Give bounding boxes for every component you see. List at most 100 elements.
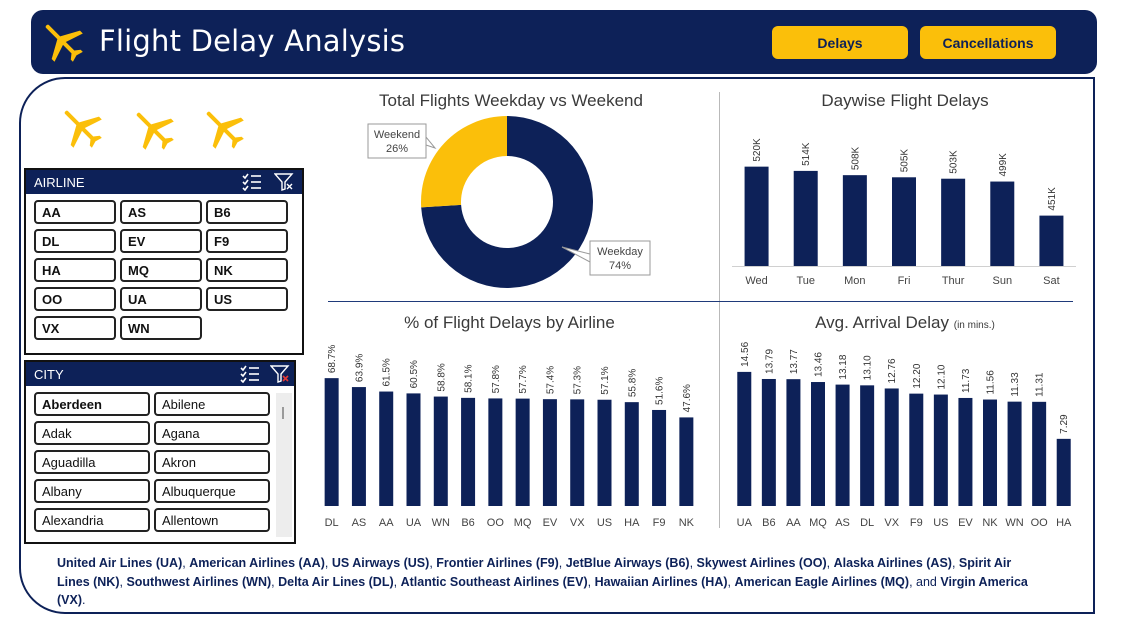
x-tick-label: OO (1031, 517, 1049, 529)
donut-chart-title: Total Flights Weekday vs Weekend (379, 91, 643, 110)
x-tick-label: HA (1056, 517, 1072, 529)
slicer-item-wn[interactable]: WN (120, 316, 202, 340)
x-tick-label: Sat (1043, 275, 1060, 287)
bar-value-label: 13.46 (814, 352, 825, 377)
x-tick-label: NK (679, 517, 695, 529)
bar-value-label: 508K (850, 146, 861, 170)
slicer-item-vx[interactable]: VX (34, 316, 116, 340)
legend-text-segment: , (826, 556, 834, 570)
city-slicer-scrollbar[interactable] (276, 393, 292, 537)
bar-oo (488, 398, 503, 506)
bar-us (933, 394, 948, 506)
legend-text-segment: Alaska Airlines (AS) (833, 556, 952, 570)
slicer-item-aberdeen[interactable]: Aberdeen (34, 392, 150, 416)
slicer-item-allentown[interactable]: Allentown (154, 508, 270, 532)
multi-select-icon[interactable] (242, 173, 262, 191)
cancellations-button[interactable]: Cancellations (920, 26, 1056, 59)
airline-slicer: AIRLINE AA AS B6 DL EV F9 HA MQ NK OO UA US VX WN (24, 168, 304, 355)
x-tick-label: OO (487, 517, 505, 529)
x-tick-label: UA (737, 517, 753, 529)
slicer-item-b6[interactable]: B6 (206, 200, 288, 224)
weekday-weekend-donut-chart: Weekday 74% Weekend 26% (367, 116, 651, 288)
bar-f9 (909, 393, 924, 506)
bar-value-label: 520K (752, 138, 763, 162)
legend-text-segment: , (119, 574, 127, 589)
airline-delay-pct-bar-chart: 68.7% DL 63.9% AS 61.5% AA 60.5% UA 58.8% WN 58.1%… (325, 345, 695, 529)
clear-filter-icon[interactable] (274, 173, 294, 191)
bar-value-label: 499K (998, 153, 1009, 177)
bar-value-label: 11.31 (1035, 372, 1046, 397)
bar-value-label: 68.7% (327, 345, 338, 373)
bar-value-label: 12.10 (936, 364, 947, 389)
x-tick-label: NK (982, 517, 998, 529)
bar-value-label: 60.5% (409, 360, 420, 388)
scrollbar-thumb[interactable] (282, 407, 284, 419)
slicer-item-us[interactable]: US (206, 287, 288, 311)
slicer-item-abilene[interactable]: Abilene (154, 392, 270, 416)
bar-ua (406, 393, 421, 506)
slicer-item-aguadilla[interactable]: Aguadilla (34, 450, 150, 474)
clear-filter-icon[interactable] (270, 365, 290, 383)
header-bar: Flight Delay Analysis Delays Cancellatio… (31, 10, 1097, 74)
legend-text-segment: Skywest Airlines (OO) (696, 556, 827, 570)
dashboard-panel (19, 77, 1095, 614)
bar-value-label: 11.56 (986, 370, 997, 395)
bar-value-label: 57.4% (545, 366, 556, 394)
airline-slicer-title: AIRLINE (34, 174, 85, 190)
slicer-item-akron[interactable]: Akron (154, 450, 270, 474)
slicer-item-as[interactable]: AS (120, 200, 202, 224)
slicer-item-alexandria[interactable]: Alexandria (34, 508, 150, 532)
slicer-item-dl[interactable]: DL (34, 229, 116, 253)
x-tick-label: HA (624, 517, 640, 529)
slicer-item-agana[interactable]: Agana (154, 421, 270, 445)
bar-value-label: 57.3% (573, 366, 584, 394)
multi-select-icon[interactable] (240, 365, 260, 383)
slicer-item-oo[interactable]: OO (34, 287, 116, 311)
bar-ev (958, 397, 973, 506)
bar-vx (570, 399, 585, 506)
x-tick-label: Wed (745, 275, 767, 287)
x-tick-label: UA (406, 517, 422, 529)
slicer-item-aa[interactable]: AA (34, 200, 116, 224)
bar-value-label: 7.29 (1059, 414, 1070, 434)
slicer-item-ev[interactable]: EV (120, 229, 202, 253)
slicer-item-mq[interactable]: MQ (120, 258, 202, 282)
slicer-item-nk[interactable]: NK (206, 258, 288, 282)
legend-text-segment: Hawaiian Airlines (HA) (594, 574, 728, 589)
bar-ev (542, 399, 557, 506)
legend-text-segment: , (951, 556, 959, 570)
bar-mon (842, 175, 867, 266)
legend-text-segment: Spirit Air Lines (NK) (57, 556, 1012, 589)
bar-value-label: 57.1% (600, 366, 611, 394)
bar-us (597, 399, 612, 506)
bar-value-label: 505K (900, 149, 911, 173)
slicer-item-ua[interactable]: UA (120, 287, 202, 311)
slicer-item-albuquerque[interactable]: Albuquerque (154, 479, 270, 503)
slicer-item-f9[interactable]: F9 (206, 229, 288, 253)
x-tick-label: DL (325, 517, 339, 529)
avg-arrival-delay-bar-chart: 14.56 UA 13.79 B6 13.77 AA 13.46 MQ 13.18 AS 13.10… (737, 341, 1072, 529)
x-tick-label: EV (543, 517, 558, 529)
x-tick-label: Thur (942, 275, 965, 287)
legend-text-segment: Southwest Airlines (WN) (126, 574, 272, 589)
legend-text-segment: Frontier Airlines (F9) (436, 556, 559, 570)
x-tick-label: VX (570, 517, 585, 529)
legend-text-segment: . (82, 593, 86, 607)
bar-value-label: 13.79 (764, 349, 775, 374)
slicer-item-ha[interactable]: HA (34, 258, 116, 282)
legend-text-segment: Atlantic Southeast Airlines (EV) (400, 574, 588, 589)
bar-value-label: 55.8% (627, 369, 638, 397)
bar-b6 (761, 378, 776, 506)
bar-oo (1032, 401, 1047, 506)
legend-text-segment: American Eagle Airlines (MQ) (734, 574, 910, 589)
bar-thur (941, 178, 966, 266)
slicer-item-adak[interactable]: Adak (34, 421, 150, 445)
city-slicer: CITY Aberdeen Abilene Adak Agana Aguadilla Ak… (24, 360, 296, 544)
legend-text-segment: , (271, 574, 279, 589)
x-tick-label: MQ (514, 517, 532, 529)
slicer-item-albany[interactable]: Albany (34, 479, 150, 503)
bar-nk (679, 417, 694, 506)
donut-value-label: 26% (386, 143, 408, 155)
delays-button[interactable]: Delays (772, 26, 908, 59)
bar-value-label: 13.77 (789, 349, 800, 374)
